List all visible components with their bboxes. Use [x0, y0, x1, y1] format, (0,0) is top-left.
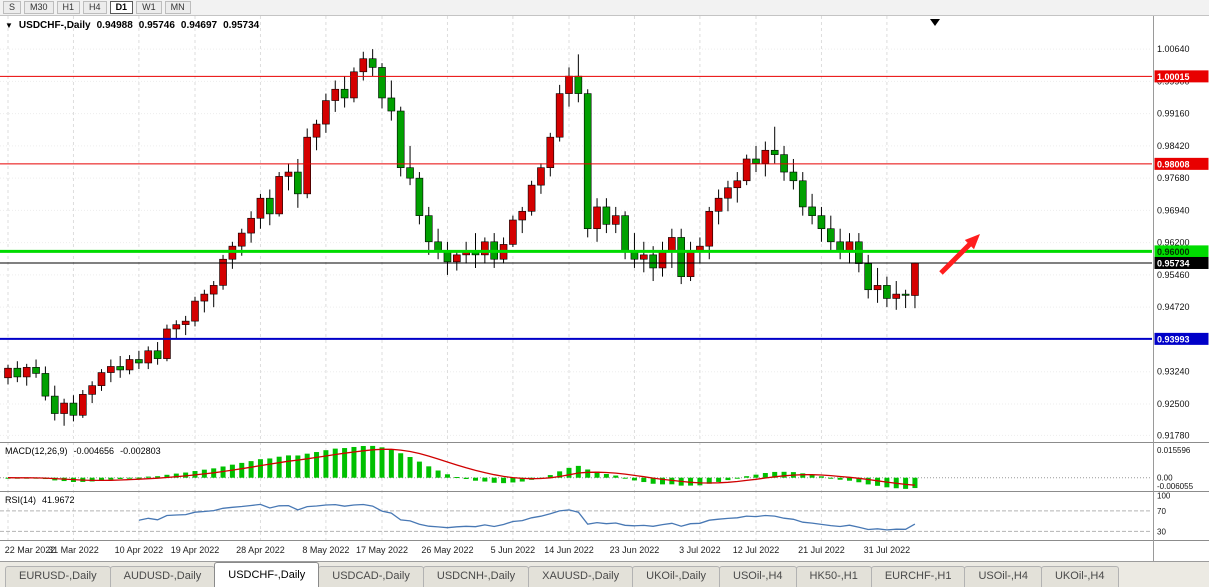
timeframe-m30[interactable]: M30	[24, 1, 54, 14]
chart-tab-ukoil-daily[interactable]: UKOil-,Daily	[632, 566, 721, 587]
svg-text:1.00640: 1.00640	[1157, 44, 1190, 54]
svg-text:12 Jul 2022: 12 Jul 2022	[733, 545, 780, 555]
svg-text:30: 30	[1157, 527, 1166, 536]
chart-tab-xauusd-daily[interactable]: XAUUSD-,Daily	[528, 566, 634, 587]
svg-text:5 Jun 2022: 5 Jun 2022	[491, 545, 536, 555]
chart-tab-eurchf-h1[interactable]: EURCHF-,H1	[870, 566, 966, 587]
grid-layer	[0, 16, 1152, 540]
timeframe-d1[interactable]: D1	[109, 1, 134, 14]
chart-tab-usoil-h4[interactable]: USOil-,H4	[964, 566, 1042, 587]
svg-text:1.00015: 1.00015	[1157, 72, 1190, 82]
svg-text:0.96000: 0.96000	[1157, 247, 1190, 257]
svg-text:100: 100	[1157, 492, 1171, 501]
svg-text:14 Jun 2022: 14 Jun 2022	[544, 545, 594, 555]
rsi-pane	[0, 503, 1152, 532]
svg-text:0.93240: 0.93240	[1157, 367, 1190, 377]
svg-text:0.00: 0.00	[1157, 474, 1173, 483]
svg-text:0.93993: 0.93993	[1157, 334, 1190, 344]
candles-layer	[4, 49, 919, 426]
svg-text:0.95734: 0.95734	[1157, 258, 1190, 268]
timeframe-w1[interactable]: W1	[136, 1, 162, 14]
svg-text:0.96200: 0.96200	[1157, 238, 1190, 248]
price-axis[interactable]: 1.006400.999000.991600.984200.976800.969…	[1154, 44, 1209, 536]
svg-text:0.99160: 0.99160	[1157, 109, 1190, 119]
timeframe-toolbar: S M30 H1 H4 D1 W1 MN	[0, 0, 1209, 16]
chart-tab-hk50-h1[interactable]: HK50-,H1	[795, 566, 872, 587]
svg-text:0.96940: 0.96940	[1157, 205, 1190, 215]
chart-tab-usdcnh-daily[interactable]: USDCNH-,Daily	[422, 566, 530, 587]
svg-text:0.97680: 0.97680	[1157, 173, 1190, 183]
chart-tab-usoil-h4[interactable]: USOil-,H4	[719, 566, 797, 587]
svg-text:19 Apr 2022: 19 Apr 2022	[171, 545, 220, 555]
svg-text:26 May 2022: 26 May 2022	[421, 545, 473, 555]
svg-text:3 Jul 2022: 3 Jul 2022	[679, 545, 721, 555]
chart-tab-usdchf-daily[interactable]: USDCHF-,Daily	[214, 562, 320, 587]
chart-tab-usdcad-daily[interactable]: USDCAD-,Daily	[318, 566, 424, 587]
svg-text:70: 70	[1157, 507, 1166, 516]
svg-text:17 May 2022: 17 May 2022	[356, 545, 408, 555]
svg-text:0.94720: 0.94720	[1157, 302, 1190, 312]
chart-tab-eurusd-daily[interactable]: EURUSD-,Daily	[5, 566, 111, 587]
macd-pane	[0, 445, 1152, 489]
svg-text:-0.006055: -0.006055	[1157, 482, 1194, 491]
svg-text:0.015596: 0.015596	[1157, 446, 1191, 455]
svg-text:0.95460: 0.95460	[1157, 270, 1190, 280]
svg-text:28 Apr 2022: 28 Apr 2022	[236, 545, 285, 555]
svg-text:23 Jun 2022: 23 Jun 2022	[610, 545, 660, 555]
svg-text:22 Mar 2022: 22 Mar 2022	[5, 545, 56, 555]
svg-text:31 Mar 2022: 31 Mar 2022	[48, 545, 99, 555]
svg-text:0.92500: 0.92500	[1157, 399, 1190, 409]
timeframe-mn[interactable]: MN	[164, 1, 191, 14]
chart-tab-ukoil-h4[interactable]: UKOil-,H4	[1040, 566, 1119, 587]
horizontal-lines-layer[interactable]	[0, 75, 1152, 340]
svg-text:0.98420: 0.98420	[1157, 141, 1190, 151]
svg-text:10 Apr 2022: 10 Apr 2022	[115, 545, 164, 555]
timeframe-h1[interactable]: H1	[56, 1, 81, 14]
svg-text:21 Jul 2022: 21 Jul 2022	[798, 545, 845, 555]
chart-tab-audusd-daily[interactable]: AUDUSD-,Daily	[109, 566, 216, 587]
price-chart-canvas[interactable]: 1.006400.999000.991600.984200.976800.969…	[0, 16, 1209, 561]
chart-area[interactable]: 1.006400.999000.991600.984200.976800.969…	[0, 16, 1209, 561]
svg-text:0.98008: 0.98008	[1157, 159, 1190, 169]
svg-text:8 May 2022: 8 May 2022	[302, 545, 349, 555]
chart-tabs-bar: EURUSD-,Daily AUDUSD-,Daily USDCHF-,Daily U…	[0, 561, 1209, 587]
pane-separators	[0, 16, 1209, 561]
svg-text:31 Jul 2022: 31 Jul 2022	[864, 545, 911, 555]
timeframe-s[interactable]: S	[3, 1, 22, 14]
trend-arrow-annotation[interactable]	[939, 234, 980, 275]
chart-shift-marker-icon[interactable]	[930, 19, 940, 26]
timeframe-h4[interactable]: H4	[83, 1, 107, 14]
svg-text:0.91780: 0.91780	[1157, 430, 1190, 440]
